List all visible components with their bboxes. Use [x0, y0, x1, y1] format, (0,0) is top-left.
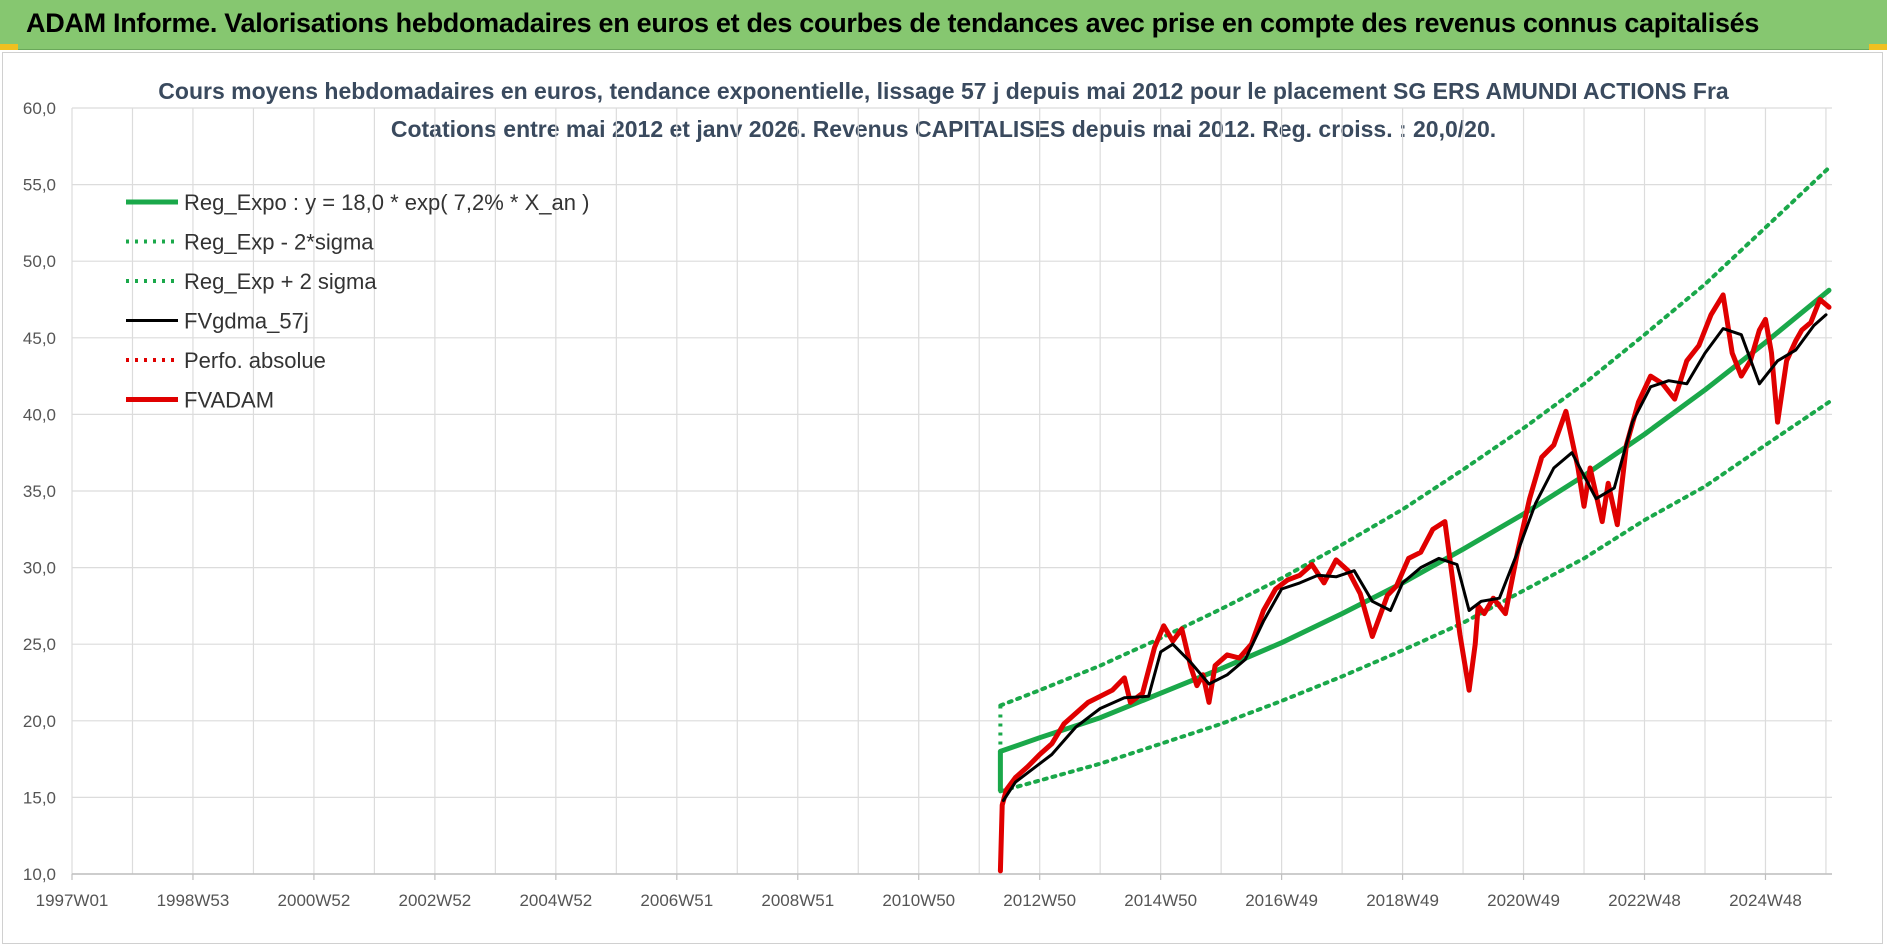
legend-label: Reg_Exp - 2*sigma [184, 230, 374, 255]
corner-marker [0, 44, 18, 50]
grid-lines [71, 107, 1832, 875]
chart-title-line2: Cotations entre mai 2012 et janv 2026. R… [390, 116, 1497, 142]
series-line-3 [1001, 313, 1828, 802]
x-tick-label: 2018W49 [1366, 891, 1439, 910]
chart-title-line1: Cours moyens hebdomadaires en euros, ten… [158, 78, 1729, 104]
y-tick-label: 60,0 [23, 99, 56, 118]
x-tick-label: 2016W49 [1245, 891, 1318, 910]
legend-label: Perfo. absolue [184, 348, 326, 373]
y-tick-label: 40,0 [23, 405, 56, 424]
y-tick-label: 15,0 [23, 788, 56, 807]
x-tick-label: 2004W52 [519, 891, 592, 910]
x-tick-label: 2020W49 [1487, 891, 1560, 910]
x-tick-label: 2008W51 [761, 891, 834, 910]
x-tick-label: 2012W50 [1003, 891, 1076, 910]
y-tick-label: 30,0 [23, 559, 56, 578]
x-tick-label: 2014W50 [1124, 891, 1197, 910]
report-title: ADAM Informe. Valorisations hebdomadaire… [26, 8, 1760, 38]
x-tick-label: 2024W48 [1729, 891, 1802, 910]
y-tick-label: 35,0 [23, 482, 56, 501]
x-tick-label: 1998W53 [157, 891, 230, 910]
series-line-2 [998, 165, 1831, 708]
corner-marker [1869, 44, 1887, 50]
y-axis: 60,0 55,0 50,0 45,0 40,0 35,0 30,0 25,0 20,0 15,0… [23, 99, 56, 884]
x-tick-label: 2000W52 [278, 891, 351, 910]
x-tick-label: 2022W48 [1608, 891, 1681, 910]
y-tick-label: 20,0 [23, 712, 56, 731]
x-tick-label: 2006W51 [640, 891, 713, 910]
legend-label: FVADAM [184, 388, 274, 413]
series-lines [997, 165, 1832, 874]
y-tick-label: 45,0 [23, 329, 56, 348]
legend: Reg_Expo : y = 18,0 * exp( 7,2% * X_an )… [126, 190, 589, 413]
x-tick-label: 2010W50 [882, 891, 955, 910]
legend-label: Reg_Expo : y = 18,0 * exp( 7,2% * X_an ) [184, 190, 589, 215]
chart-frame [2, 52, 1883, 944]
x-tick-label: 1997W01 [36, 891, 109, 910]
y-tick-label: 50,0 [23, 252, 56, 271]
series-line-1 [998, 400, 1831, 794]
y-tick-label: 55,0 [23, 176, 56, 195]
legend-label: FVgdma_57j [184, 309, 309, 334]
legend-label: Reg_Exp + 2 sigma [184, 269, 377, 294]
report-header: ADAM Informe. Valorisations hebdomadaire… [0, 0, 1887, 50]
y-tick-label: 10,0 [23, 865, 56, 884]
x-tick-label: 2002W52 [398, 891, 471, 910]
x-axis: 1997W01 1998W53 2000W52 2002W52 2004W52 2006W… [36, 873, 1832, 910]
y-tick-label: 25,0 [23, 635, 56, 654]
